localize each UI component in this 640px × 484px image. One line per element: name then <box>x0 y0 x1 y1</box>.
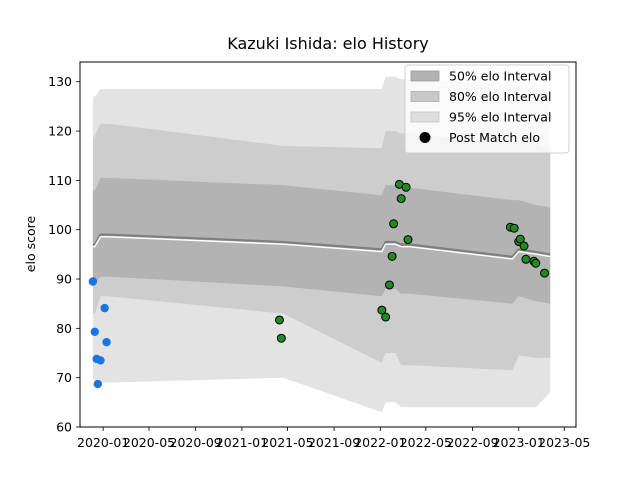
initial-elo-point-4 <box>96 356 105 365</box>
axes: 60 70 80 90 100 110 120 130 2020-012020-052020-0… <box>48 61 590 450</box>
initial-elo-point-1 <box>90 327 99 337</box>
post-match-elo-point-19 <box>540 268 550 278</box>
post-match-elo-point-2 <box>377 305 387 315</box>
post-match-elo-point-4 <box>384 280 394 290</box>
y-tick-label-110: 110 <box>48 173 72 188</box>
post-match-elo-point-18 <box>531 258 541 268</box>
legend-marker-post-match <box>419 132 431 143</box>
post-match-elo-point-0 <box>274 315 284 325</box>
initial-elo-point-3 <box>93 379 103 389</box>
legend-swatch-band80 <box>410 91 440 102</box>
legend-label-band50: 50% elo Interval <box>449 69 551 84</box>
y-tick-label-90: 90 <box>56 272 72 287</box>
x-tick-label-2020-09: 2020-09 <box>170 435 222 450</box>
y-tick-label-130: 130 <box>48 74 72 89</box>
post-match-elo-point-12 <box>509 223 519 233</box>
legend: 50% elo Interval 80% elo Interval 95% elo … <box>404 64 570 154</box>
y-axis-label: elo score <box>23 216 38 273</box>
initial-elo-point-6 <box>102 337 111 347</box>
legend-label-marker: Post Match elo <box>449 130 540 145</box>
y-tick-label-60: 60 <box>56 420 72 435</box>
legend-label-band80: 80% elo Interval <box>449 89 551 104</box>
legend-swatch-band95 <box>410 111 440 123</box>
band-50-interval <box>92 177 551 304</box>
post-match-elo-point-3 <box>381 312 391 322</box>
x-tick-label-2023-01: 2023-01 <box>493 435 545 450</box>
mean-elo-line-highlight <box>92 236 551 260</box>
x-tick-label-2020-05: 2020-05 <box>123 435 175 450</box>
x-tick-label-2022-09: 2022-09 <box>446 435 498 450</box>
y-tick-label-100: 100 <box>48 222 72 237</box>
post-match-elo-point-16 <box>521 254 531 264</box>
post-match-elo-point-6 <box>389 219 399 229</box>
mean-elo-line-path <box>92 233 551 258</box>
y-tick-label-120: 120 <box>48 124 72 139</box>
x-tick-label-2021-05: 2021-05 <box>261 435 313 450</box>
mean-elo-line <box>92 233 551 260</box>
x-tick-label-2021-09: 2021-09 <box>308 435 360 450</box>
post-match-elo-point-9 <box>401 182 411 192</box>
post-match-elo-point-8 <box>396 194 406 204</box>
y-tick-label-70: 70 <box>56 370 72 385</box>
post-match-elo-point-14 <box>515 234 525 244</box>
chart-title: Kazuki Ishida: elo History <box>227 34 429 53</box>
x-tick-label-2022-05: 2022-05 <box>400 435 452 450</box>
legend-box <box>404 64 570 154</box>
x-tick-label-2020-01: 2020-01 <box>77 435 129 450</box>
x-tick-label-2022-01: 2022-01 <box>354 435 406 450</box>
post-match-elo-point-1 <box>276 333 286 343</box>
post-match-elo-point-10 <box>403 235 413 245</box>
plot-frame <box>79 61 577 428</box>
post-match-elo-point-5 <box>387 251 397 261</box>
initial-elo-point-0 <box>88 277 98 286</box>
elo-points <box>88 179 550 389</box>
x-tick-label-2023-05: 2023-05 <box>538 435 590 450</box>
initial-elo-point-5 <box>100 303 109 313</box>
x-tick-label-2021-01: 2021-01 <box>216 435 268 450</box>
legend-label-band95: 95% elo Interval <box>449 110 551 125</box>
post-match-elo-point-15 <box>519 241 529 251</box>
legend-swatch-band50 <box>410 70 440 82</box>
y-tick-label-80: 80 <box>56 321 72 336</box>
